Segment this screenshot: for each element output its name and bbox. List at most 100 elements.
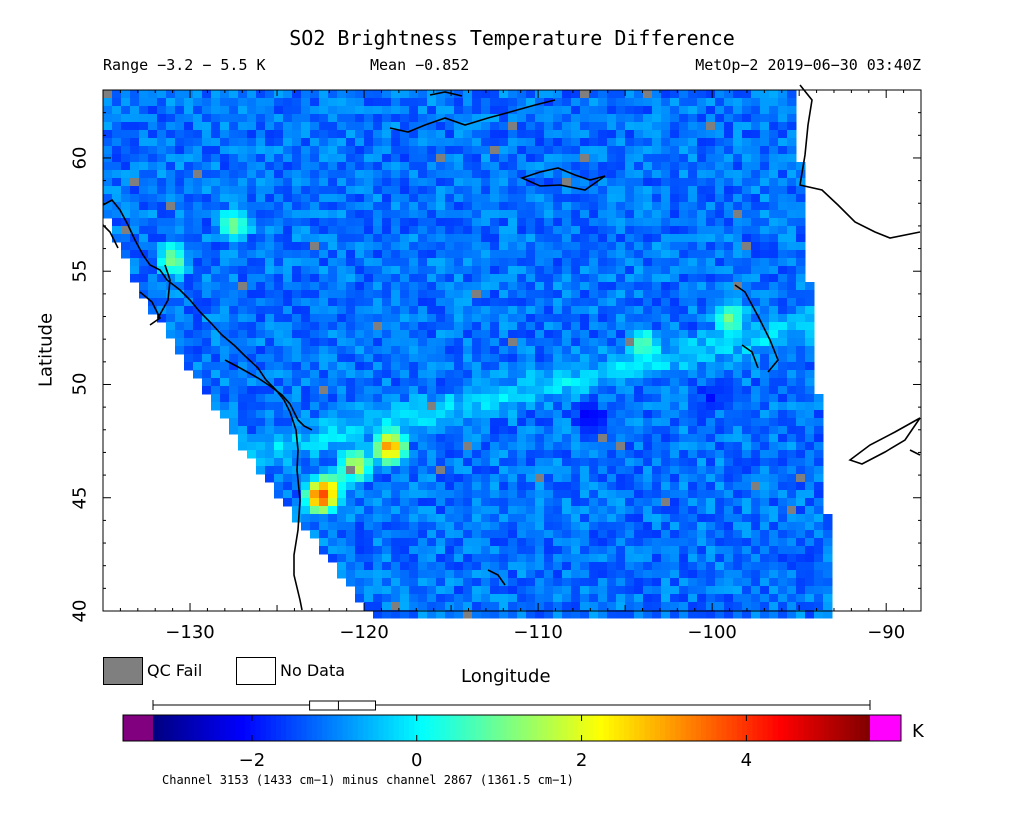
heatmap-cell (517, 114, 527, 123)
heatmap-cell (553, 250, 563, 259)
heatmap-cell (706, 442, 716, 451)
heatmap-cell (436, 210, 446, 219)
heatmap-cell (472, 458, 482, 467)
heatmap-cell (580, 554, 590, 563)
heatmap-cell (238, 434, 248, 443)
heatmap-cell (814, 410, 824, 419)
heatmap-cell (652, 378, 662, 387)
heatmap-cell (364, 586, 374, 595)
heatmap-cell (229, 282, 239, 291)
heatmap-cell (319, 194, 329, 203)
heatmap-cell (553, 346, 563, 355)
heatmap-cell (175, 210, 185, 219)
heatmap-cell (193, 258, 203, 267)
colorbar-segment (859, 715, 866, 741)
heatmap-cell (445, 274, 455, 283)
heatmap-cell (499, 130, 509, 139)
heatmap-cell (670, 490, 680, 499)
heatmap-cell (463, 378, 473, 387)
heatmap-cell (292, 130, 302, 139)
heatmap-cell (292, 146, 302, 155)
colorbar-segment (547, 715, 554, 741)
heatmap-cell (283, 386, 293, 395)
heatmap-cell (175, 194, 185, 203)
heatmap-cell (625, 98, 635, 107)
heatmap-cell (427, 434, 437, 443)
heatmap-cell (346, 498, 356, 507)
heatmap-cell (463, 106, 473, 115)
heatmap-cell (238, 242, 248, 251)
heatmap-cell (652, 394, 662, 403)
heatmap-cell (589, 202, 599, 211)
heatmap-cell (598, 466, 608, 475)
heatmap-cell (229, 290, 239, 299)
heatmap-cell (562, 202, 572, 211)
heatmap-cell (364, 178, 374, 187)
heatmap-cell (814, 466, 824, 475)
heatmap-cell (535, 370, 545, 379)
heatmap-cell (508, 170, 518, 179)
heatmap-cell (346, 186, 356, 195)
heatmap-cell (742, 234, 752, 243)
heatmap-cell (310, 426, 320, 435)
heatmap-cell (391, 146, 401, 155)
heatmap-cell (760, 114, 770, 123)
heatmap-cell (265, 130, 275, 139)
heatmap-cell (652, 298, 662, 307)
heatmap-cell (319, 290, 329, 299)
heatmap-cell (616, 490, 626, 499)
heatmap-cell (697, 466, 707, 475)
heatmap-cell (760, 210, 770, 219)
heatmap-cell (328, 130, 338, 139)
heatmap-cell (454, 218, 464, 227)
heatmap-cell (355, 170, 365, 179)
heatmap-cell (265, 242, 275, 251)
heatmap-cell (508, 578, 518, 587)
heatmap-cell (391, 98, 401, 107)
heatmap-cell (796, 482, 806, 491)
heatmap-cell (472, 162, 482, 171)
heatmap-cell (526, 98, 536, 107)
heatmap-cell (733, 338, 743, 347)
heatmap-cell (814, 434, 824, 443)
heatmap-cell (346, 338, 356, 347)
colorbar-segment (337, 715, 344, 741)
heatmap-cell (490, 602, 500, 611)
heatmap-cell (472, 106, 482, 115)
heatmap-cell (391, 570, 401, 579)
heatmap-cell (184, 194, 194, 203)
heatmap-cell (238, 194, 248, 203)
heatmap-cell (490, 370, 500, 379)
heatmap-cell (463, 546, 473, 555)
heatmap-cell (589, 274, 599, 283)
y-tick-label: 60 (69, 146, 91, 170)
heatmap-cell (634, 178, 644, 187)
heatmap-cell (535, 458, 545, 467)
heatmap-cell (148, 178, 158, 187)
heatmap-cell (553, 602, 563, 611)
heatmap-cell (787, 138, 797, 147)
heatmap-cell (238, 306, 248, 315)
heatmap-cell (427, 594, 437, 603)
heatmap-cell (670, 458, 680, 467)
heatmap-cell (661, 178, 671, 187)
heatmap-cell (598, 490, 608, 499)
heatmap-cell (706, 402, 716, 411)
heatmap-cell (742, 586, 752, 595)
heatmap-cell (355, 162, 365, 171)
heatmap-cell (688, 234, 698, 243)
heatmap-cell (265, 186, 275, 195)
heatmap-cell (805, 362, 815, 371)
heatmap-cell (184, 218, 194, 227)
heatmap-cell (310, 434, 320, 443)
heatmap-cell (274, 362, 284, 371)
heatmap-cell (643, 434, 653, 443)
heatmap-cell (364, 226, 374, 235)
heatmap-cell (445, 554, 455, 563)
heatmap-cell (463, 210, 473, 219)
heatmap-cell (661, 466, 671, 475)
heatmap-cell (166, 106, 176, 115)
colorbar-segment (700, 715, 707, 741)
heatmap-cell (247, 226, 257, 235)
heatmap-cell (400, 274, 410, 283)
